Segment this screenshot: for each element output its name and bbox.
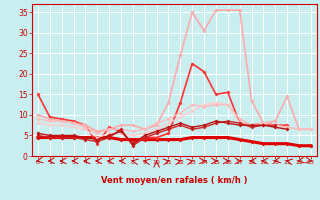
X-axis label: Vent moyen/en rafales ( km/h ): Vent moyen/en rafales ( km/h ) xyxy=(101,176,248,185)
